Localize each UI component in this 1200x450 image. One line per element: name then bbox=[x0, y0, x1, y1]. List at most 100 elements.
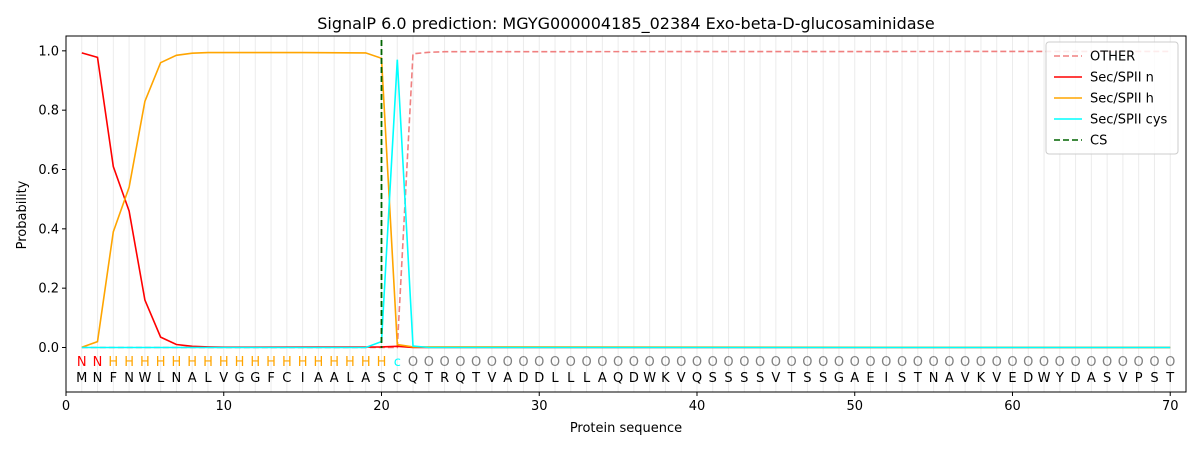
annotation-letter: H bbox=[203, 355, 213, 370]
sequence-letter: S bbox=[740, 371, 748, 386]
sequence-letter: Q bbox=[613, 371, 623, 386]
annotation-letter: O bbox=[676, 355, 686, 370]
annotation-letter: O bbox=[960, 355, 970, 370]
annotation-letter: O bbox=[897, 355, 907, 370]
x-tick-label: 70 bbox=[1162, 399, 1179, 414]
annotation-letter: O bbox=[708, 355, 718, 370]
sequence-letter: A bbox=[598, 371, 607, 386]
sequence-letter: E bbox=[866, 371, 874, 386]
sequence-letter: V bbox=[1118, 371, 1127, 386]
sequence-letter: M bbox=[76, 371, 87, 386]
sequence-letter: D bbox=[629, 371, 639, 386]
annotation-letter: O bbox=[1023, 355, 1033, 370]
annotation-letter: H bbox=[187, 355, 197, 370]
annotation-letter: O bbox=[976, 355, 986, 370]
sequence-letter: A bbox=[314, 371, 323, 386]
sequence-letter: Q bbox=[692, 371, 702, 386]
annotation-letter: H bbox=[266, 355, 276, 370]
sequence-letter: D bbox=[534, 371, 544, 386]
annotation-letter: O bbox=[1039, 355, 1049, 370]
legend-label: Sec/SPII n bbox=[1090, 71, 1154, 86]
annotation-letter: O bbox=[913, 355, 923, 370]
sequence-letter: A bbox=[503, 371, 512, 386]
annotation-letter: O bbox=[881, 355, 891, 370]
annotation-letter: O bbox=[487, 355, 497, 370]
sequence-letter: T bbox=[471, 371, 480, 386]
chart-title: SignalP 6.0 prediction: MGYG000004185_02… bbox=[317, 14, 934, 34]
annotation-letter: O bbox=[818, 355, 828, 370]
x-tick-label: 0 bbox=[62, 399, 70, 414]
sequence-letter: E bbox=[1008, 371, 1016, 386]
annotation-letter: O bbox=[755, 355, 765, 370]
series-line bbox=[81, 52, 1171, 349]
sequence-letter: L bbox=[551, 371, 559, 386]
annotation-letter: O bbox=[771, 355, 781, 370]
annotation-letter: O bbox=[439, 355, 449, 370]
sequence-letter: S bbox=[898, 371, 906, 386]
sequence-letter: V bbox=[771, 371, 780, 386]
annotation-letter: O bbox=[1102, 355, 1112, 370]
annotation-letter: H bbox=[219, 355, 229, 370]
annotation-letter: H bbox=[345, 355, 355, 370]
sequence-letter: L bbox=[567, 371, 575, 386]
annotation-letter: H bbox=[282, 355, 292, 370]
annotation-letter: O bbox=[992, 355, 1002, 370]
annotation-letter: O bbox=[802, 355, 812, 370]
sequence-letter: P bbox=[1135, 371, 1143, 386]
annotation-letter: O bbox=[1070, 355, 1080, 370]
sequence-letter: D bbox=[1071, 371, 1081, 386]
legend-label: Sec/SPII h bbox=[1090, 92, 1154, 107]
sequence-letter: S bbox=[1103, 371, 1111, 386]
x-tick-label: 30 bbox=[531, 399, 548, 414]
sequence-letter: A bbox=[1087, 371, 1096, 386]
sequence-letter: T bbox=[913, 371, 922, 386]
sequence-letter: N bbox=[93, 371, 103, 386]
sequence-letter: S bbox=[724, 371, 732, 386]
annotation-letter: O bbox=[597, 355, 607, 370]
annotation-letter: O bbox=[787, 355, 797, 370]
axes: 0 10 20 30 40 50 60 70 0.0 0.2 0.4 0.6 0.8 1.0 bbox=[38, 44, 1178, 414]
x-axis-label: Protein sequence bbox=[570, 421, 682, 436]
legend-box bbox=[1045, 41, 1179, 155]
annotation-letter: H bbox=[329, 355, 339, 370]
sequence-letter: G bbox=[250, 371, 260, 386]
sequence-letter: V bbox=[961, 371, 970, 386]
annotation-letter: H bbox=[361, 355, 371, 370]
sequence-letter: L bbox=[157, 371, 165, 386]
annotation-letter: c bbox=[394, 355, 401, 370]
sequence-letter: K bbox=[661, 371, 670, 386]
annotation-letter: O bbox=[518, 355, 528, 370]
sequence-letter: Q bbox=[408, 371, 418, 386]
sequence-letter: S bbox=[1150, 371, 1158, 386]
sequence-letter: I bbox=[301, 371, 305, 386]
annotation-letter: O bbox=[1086, 355, 1096, 370]
annotation-letter: O bbox=[645, 355, 655, 370]
sequence-letter: A bbox=[361, 371, 370, 386]
annotation-letter: H bbox=[124, 355, 134, 370]
sequence-letter: F bbox=[267, 371, 274, 386]
annotation-letter: O bbox=[629, 355, 639, 370]
annotation-letter: H bbox=[156, 355, 166, 370]
sequence-letter: T bbox=[1165, 371, 1174, 386]
annotation-letter: O bbox=[692, 355, 702, 370]
sequence-letter: A bbox=[945, 371, 954, 386]
legend: OTHER Sec/SPII n Sec/SPII h Sec/SPII cys CS bbox=[1045, 41, 1179, 155]
sequence-letter: V bbox=[219, 371, 228, 386]
series-lines bbox=[81, 40, 1171, 349]
annotation-letter: O bbox=[424, 355, 434, 370]
sequence-letter: V bbox=[992, 371, 1001, 386]
sequence-letter: L bbox=[346, 371, 354, 386]
series-line bbox=[81, 50, 1171, 349]
sequence-letter: A bbox=[188, 371, 197, 386]
annotation-letter: O bbox=[660, 355, 670, 370]
x-tick-label: 10 bbox=[215, 399, 232, 414]
annotation-letter: O bbox=[455, 355, 465, 370]
annotation-letter: N bbox=[93, 355, 103, 370]
y-tick-label: 0.2 bbox=[38, 282, 59, 297]
sequence-letter: W bbox=[643, 371, 656, 386]
annotation-letter: O bbox=[471, 355, 481, 370]
sequence-letter: S bbox=[819, 371, 827, 386]
sequence-letters: MNNNFHNHWHLHNHAHLHVHGHGHFHCHIHAHAHLHAHSH… bbox=[76, 355, 1175, 386]
